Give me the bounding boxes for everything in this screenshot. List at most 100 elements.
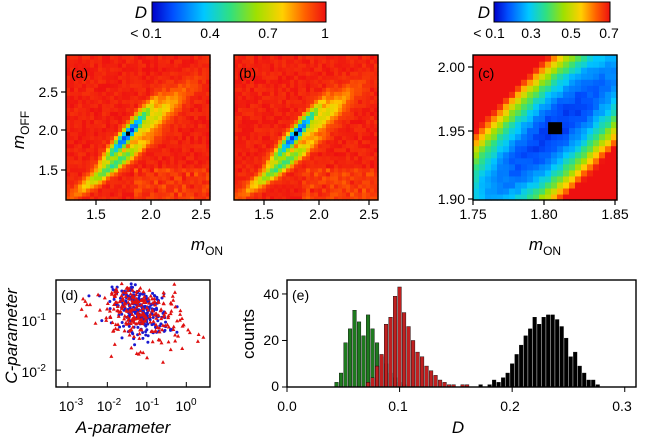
heat-cell: [250, 67, 255, 72]
heat-cell: [146, 59, 151, 64]
heat-cell: [150, 83, 155, 88]
heat-cell: [166, 95, 171, 100]
panel-d-ticks: [56, 313, 187, 387]
scatter-point-red: [129, 345, 134, 350]
heat-cell: [557, 169, 564, 177]
heat-cell: [246, 55, 251, 60]
heat-cell: [170, 123, 175, 129]
heat-cell: [242, 95, 247, 100]
heat-cell: [122, 147, 127, 153]
scatter-point-red: [104, 315, 109, 320]
heat-cell: [74, 163, 79, 169]
scatter-point-blue: [147, 305, 151, 309]
heat-cell: [322, 123, 327, 129]
heat-cell: [322, 167, 327, 173]
heat-cell: [497, 139, 504, 147]
heat-cell: [194, 55, 199, 60]
heat-cell: [491, 91, 498, 98]
heat-cell: [330, 191, 335, 197]
heat-cell: [314, 87, 319, 92]
heat-cell: [278, 75, 283, 80]
heat-cell: [66, 167, 71, 173]
heat-cell: [70, 139, 75, 145]
heat-cell: [338, 163, 343, 169]
heat-cell: [66, 95, 71, 100]
heat-cell: [242, 127, 247, 133]
scatter-point-red: [138, 308, 143, 313]
heat-cell: [270, 91, 275, 96]
heat-cell: [246, 123, 251, 129]
heat-cell: [485, 91, 492, 98]
heat-cell: [150, 135, 155, 141]
heat-cell: [274, 175, 279, 181]
heat-cell: [515, 163, 522, 171]
heat-cell: [346, 95, 351, 100]
heat-cell: [154, 191, 159, 197]
heat-cell: [266, 179, 271, 185]
heat-cell: [545, 133, 552, 141]
heat-cell: [78, 63, 83, 68]
heat-cell: [66, 55, 71, 60]
heat-cell: [354, 183, 359, 189]
heat-cell: [238, 67, 243, 72]
heat-cell: [509, 97, 516, 104]
histogram-bar-green: [366, 314, 371, 388]
heat-cell: [94, 59, 99, 64]
heat-cell: [314, 75, 319, 80]
heat-cell: [254, 147, 259, 153]
heat-cell: [322, 163, 327, 169]
heat-cell: [509, 103, 516, 110]
heat-cell: [170, 195, 175, 201]
heat-cell: [599, 127, 606, 135]
heat-cell: [66, 107, 71, 112]
heat-cell: [509, 169, 516, 177]
heat-cell: [150, 159, 155, 165]
heat-cell: [90, 119, 95, 125]
heat-cell: [314, 183, 319, 189]
scatter-point-red: [130, 298, 135, 303]
heat-cell: [479, 187, 486, 195]
heat-cell: [326, 123, 331, 129]
heat-cell: [551, 109, 558, 117]
heat-cell: [298, 75, 303, 80]
heat-cell: [258, 159, 263, 165]
heat-cell: [282, 143, 287, 149]
heat-cell: [581, 73, 588, 80]
heat-cell: [485, 175, 492, 183]
histogram-bar-red: [438, 379, 443, 388]
heat-cell: [306, 103, 311, 108]
heat-cell: [66, 191, 71, 197]
scatter-point-red: [180, 346, 185, 350]
panel-ab-xlabel: mON: [191, 235, 223, 258]
heat-cell: [503, 181, 510, 189]
heat-cell: [254, 163, 259, 169]
heat-cell: [354, 107, 359, 112]
heat-cell: [302, 67, 307, 72]
heat-cell: [370, 171, 375, 177]
panel-b-frame: [233, 54, 379, 201]
heat-cell: [238, 179, 243, 185]
heat-cell: [246, 155, 251, 161]
heat-cell: [298, 59, 303, 64]
heat-cell: [286, 107, 291, 112]
panel-e: (e) 0.0 0.1 0.2 0.3 0 20 40 D counts: [239, 279, 637, 437]
heat-cell: [70, 155, 75, 161]
heat-cell: [198, 59, 203, 64]
heat-cell: [298, 99, 303, 104]
heat-cell: [563, 103, 570, 110]
heat-cell: [342, 171, 347, 177]
panel-a-ytick-0: 2.5: [39, 84, 59, 100]
heat-cell: [611, 85, 618, 92]
scatter-point-blue: [145, 311, 149, 315]
heat-cell: [334, 71, 339, 76]
heat-cell: [306, 55, 311, 60]
heat-cell: [527, 103, 534, 110]
heat-cell: [154, 115, 159, 121]
heat-cell: [146, 139, 151, 145]
heat-cell: [306, 123, 311, 129]
heat-cell: [330, 95, 335, 100]
heat-cell: [479, 163, 486, 171]
heat-cell: [587, 61, 594, 68]
heat-cell: [246, 59, 251, 64]
heat-cell: [322, 79, 327, 84]
